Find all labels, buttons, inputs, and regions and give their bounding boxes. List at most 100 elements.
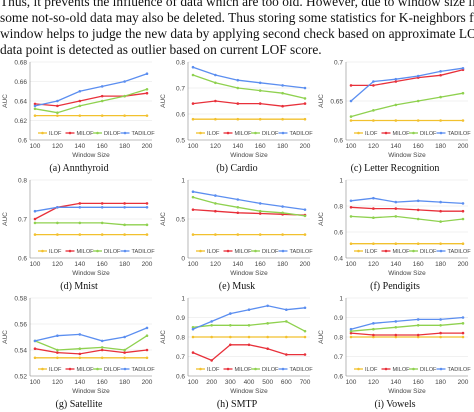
x-tick-label: 120: [368, 143, 379, 150]
x-tick-label: 200: [300, 143, 311, 150]
data-point-dilof: [78, 221, 82, 225]
data-point-ilof: [123, 356, 126, 360]
data-point-dilof: [372, 216, 375, 219]
legend-marker-dilof: [96, 249, 99, 253]
legend-marker-tadilof: [281, 249, 285, 253]
data-point-tadilof: [56, 334, 59, 337]
data-point-dilof: [372, 109, 375, 112]
data-point-tadilof: [416, 318, 420, 321]
x-tick-label: 160: [413, 379, 424, 386]
legend-label-ilof: ILOF: [49, 249, 62, 255]
x-tick-label: 160: [413, 143, 424, 150]
panel-caption: (h) SMTP: [217, 399, 258, 410]
data-point-milof: [461, 209, 465, 213]
data-point-dilof: [461, 91, 465, 95]
data-point-ilof: [56, 233, 59, 236]
data-point-dilof: [349, 115, 353, 118]
data-point-tadilof: [214, 73, 217, 77]
data-point-tadilof: [229, 312, 232, 315]
legend-marker-dilof: [412, 367, 415, 371]
chart-panel-1: 0.6 0.62 0.64 0.66 0.68 100 120 140 160 180 200 AUC…: [2, 59, 155, 174]
data-point-ilof: [439, 242, 442, 245]
data-point-milof: [258, 102, 262, 105]
data-point-milof: [439, 331, 442, 335]
data-point-milof: [100, 348, 104, 352]
data-point-dilof: [416, 217, 420, 221]
legend-label-tadilof: TADILOF: [290, 249, 314, 255]
data-point-tadilof: [100, 85, 104, 88]
data-point-tadilof: [285, 308, 288, 311]
chart-panel-6: 0.4 0.6 0.8 1 100 120 140 160 180 200 AUC Window Si…: [318, 177, 471, 292]
data-point-milof: [236, 211, 240, 215]
panel-caption: (g) Satellite: [56, 399, 103, 410]
data-point-milof: [100, 94, 104, 98]
data-point-ilof: [247, 335, 251, 339]
data-point-ilof: [78, 114, 82, 117]
data-point-milof: [33, 347, 37, 350]
intro-line-4: data point is detected as outlier based …: [0, 42, 322, 57]
data-point-ilof: [56, 356, 59, 360]
legend-marker-milof: [384, 249, 388, 253]
data-point-milof: [33, 102, 37, 106]
legend-label-ilof: ILOF: [207, 249, 220, 255]
legend-marker-dilof: [412, 249, 415, 253]
data-point-milof: [281, 104, 284, 108]
x-tick-label: 180: [435, 379, 446, 386]
legend-label-milof: MILOF: [77, 249, 95, 255]
legend-marker-ilof: [357, 131, 360, 135]
data-point-milof: [266, 347, 269, 350]
x-axis-label: Window Size: [388, 270, 426, 277]
series-line-dilof: [350, 322, 464, 332]
data-point-tadilof: [372, 80, 375, 83]
y-tick-label: 0.64: [14, 98, 27, 105]
data-point-milof: [191, 351, 195, 354]
data-point-tadilof: [394, 320, 398, 323]
x-tick-label: 180: [119, 143, 130, 150]
data-point-ilof: [372, 242, 375, 245]
data-point-ilof: [281, 233, 284, 236]
legend-label-tadilof: TADILOF: [448, 131, 472, 137]
legend-marker-dilof: [254, 249, 257, 253]
legend-marker-tadilof: [439, 249, 443, 253]
data-point-tadilof: [349, 327, 353, 331]
data-point-dilof: [394, 103, 398, 107]
data-point-milof: [191, 208, 195, 211]
legend-marker-milof: [226, 131, 230, 135]
data-point-milof: [229, 343, 232, 347]
x-tick-label: 600: [281, 379, 292, 386]
x-tick-label: 400: [244, 379, 255, 386]
y-tick-label: 0.6: [334, 229, 343, 236]
data-point-milof: [394, 333, 398, 337]
data-point-milof: [78, 202, 82, 205]
legend-marker-tadilof: [281, 131, 285, 135]
legend-label-ilof: ILOF: [365, 249, 378, 255]
data-point-milof: [303, 353, 307, 356]
y-tick-label: 0.6: [334, 373, 343, 380]
data-point-ilof: [461, 242, 465, 245]
y-axis-label: AUC: [2, 94, 9, 108]
data-point-tadilof: [303, 86, 307, 90]
data-point-dilof: [258, 89, 262, 92]
series-line-tadilof: [350, 316, 464, 330]
y-tick-label: 0.5: [176, 137, 185, 144]
y-axis-label: AUC: [318, 330, 325, 344]
data-point-ilof: [372, 335, 375, 339]
data-point-dilof: [78, 104, 82, 108]
data-point-tadilof: [439, 70, 442, 73]
x-tick-label: 180: [435, 143, 446, 150]
x-axis-label: Window Size: [230, 388, 268, 395]
data-point-dilof: [191, 73, 195, 77]
data-point-tadilof: [258, 81, 262, 85]
data-point-tadilof: [78, 333, 82, 336]
y-axis-label: AUC: [318, 212, 325, 226]
legend-label-tadilof: TADILOF: [132, 367, 156, 373]
data-point-milof: [78, 99, 82, 103]
data-point-tadilof: [78, 206, 82, 209]
x-tick-label: 100: [30, 143, 41, 150]
x-tick-label: 160: [255, 261, 266, 268]
data-point-dilof: [100, 99, 104, 103]
x-tick-label: 100: [346, 379, 357, 386]
series-line-dilof: [192, 74, 306, 100]
data-point-ilof: [123, 233, 126, 236]
data-point-tadilof: [214, 194, 217, 197]
